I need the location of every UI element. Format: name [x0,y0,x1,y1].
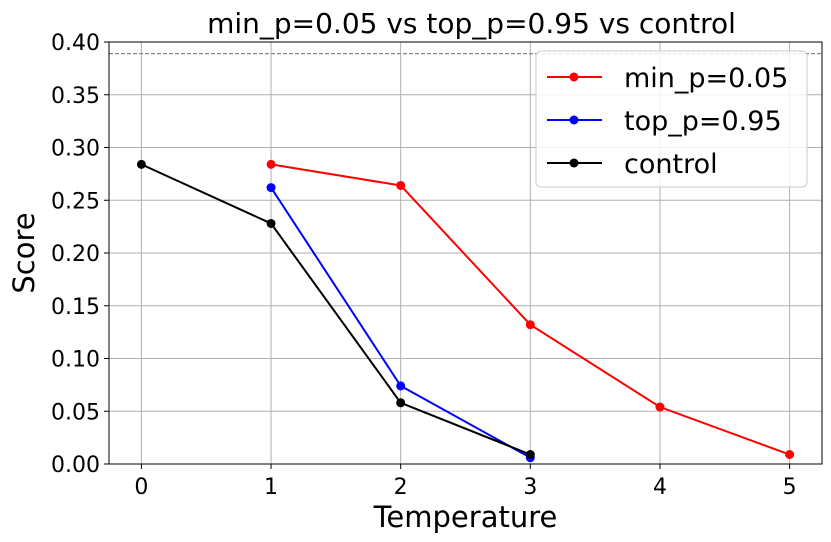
y-tick-label-6: 0.30 [51,137,100,162]
x-tick-label-5: 5 [783,475,797,500]
y-tick-label-2: 0.10 [51,348,100,373]
y-tick-label-3: 0.15 [51,295,100,320]
x-tick-label-0: 0 [134,475,148,500]
y-tick-label-7: 0.35 [51,84,100,109]
y-tick-label-1: 0.05 [51,400,100,425]
legend-label-1: top_p=0.95 [624,106,782,137]
y-tick-label-0: 0.00 [51,453,100,478]
data-point-2-3 [525,450,535,460]
x-tick-label-1: 1 [264,475,278,500]
series-lines [140,163,790,459]
legend-label-2: control [624,149,718,180]
y-tick-label-4: 0.20 [51,242,100,267]
data-point-0-0 [266,159,276,169]
legend-label-0: min_p=0.05 [624,63,788,94]
y-tick-label-5: 0.25 [51,189,100,214]
y-axis-title: Score [7,212,41,293]
y-tick-label-8: 0.40 [51,31,100,56]
x-tick-label-2: 2 [394,475,408,500]
data-point-0-4 [785,450,795,460]
data-point-1-0 [266,183,276,193]
data-point-2-1 [266,218,276,228]
y-ticks: 0.00 0.05 0.10 0.15 0.20 0.25 0.30 0.35 0.40 [51,31,109,478]
data-point-2-2 [396,398,406,408]
data-point-2-0 [136,159,146,169]
x-tick-label-3: 3 [523,475,537,500]
x-axis-title: Temperature [373,500,558,534]
series-points [136,159,795,463]
series-line-2 [140,163,531,456]
legend-box [535,50,808,188]
data-point-0-2 [525,320,535,330]
legend-marker-0 [569,72,579,82]
chart-title: min_p=0.05 vs top_p=0.95 vs control [207,7,736,40]
data-point-1-1 [396,381,406,391]
data-point-0-1 [396,180,406,190]
legend-marker-2 [569,158,579,168]
x-ticks: 0 1 2 3 4 5 [134,464,797,500]
data-point-0-3 [655,402,665,412]
x-tick-label-4: 4 [653,475,667,500]
legend-marker-1 [569,115,579,125]
